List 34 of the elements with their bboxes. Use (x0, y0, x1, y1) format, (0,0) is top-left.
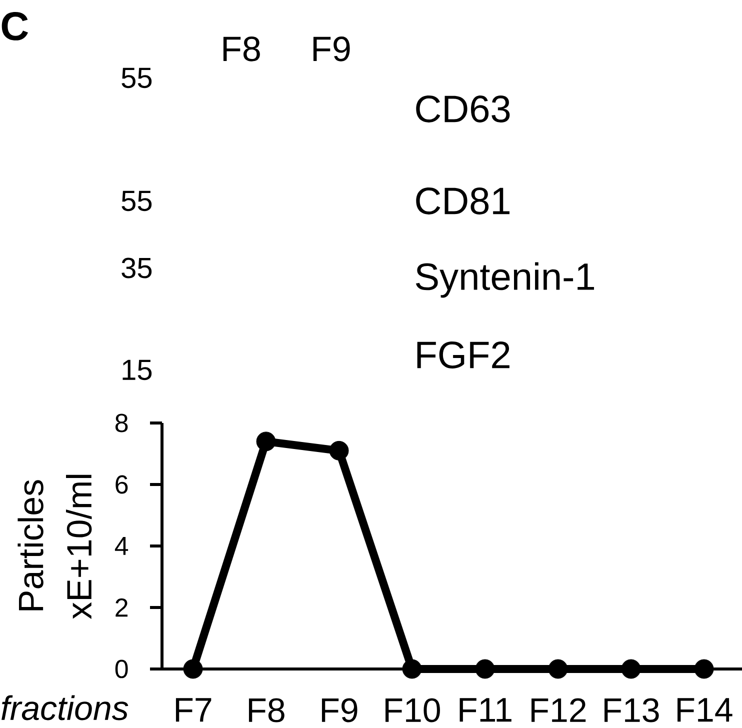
text: FGF2 (417, 342, 510, 368)
point (548, 659, 568, 679)
point (183, 659, 203, 679)
point (329, 440, 349, 460)
text: 35 (122, 258, 152, 278)
y-tick-label: 6 (116, 475, 128, 494)
x-tick-label: F13 (604, 698, 659, 722)
point (475, 659, 495, 679)
y-tick-label: 8 (115, 414, 128, 432)
text: Syntenin-1 (416, 262, 594, 298)
text: 55 (122, 68, 152, 88)
y-tick-label: 0 (115, 660, 128, 678)
text: CD63 (416, 96, 510, 122)
text: 15 (122, 360, 152, 380)
x-tick-label: F7 (176, 698, 212, 722)
text: 55 (122, 190, 152, 212)
point (402, 659, 422, 679)
text: F8 (223, 36, 260, 62)
x-tick-label: F12 (532, 698, 586, 722)
x-tick-label: F14 (678, 698, 732, 722)
text: F9 (313, 36, 350, 62)
y-axis-title: Particles xE+10/ml (18, 474, 92, 620)
x-tick-label: F8 (248, 698, 284, 722)
x-tick-label: F9 (322, 698, 358, 722)
point (256, 432, 276, 452)
chart-title: C (2, 12, 28, 40)
x-tick-label: F10 (386, 698, 440, 722)
point (621, 659, 641, 679)
x-tick-label: F11 (460, 698, 512, 722)
y-tick-label: 2 (116, 598, 128, 617)
x-axis-title: fractions (2, 695, 128, 720)
y-tick-label: 4 (114, 537, 128, 555)
point (694, 659, 714, 679)
text: CD81 (416, 188, 510, 214)
